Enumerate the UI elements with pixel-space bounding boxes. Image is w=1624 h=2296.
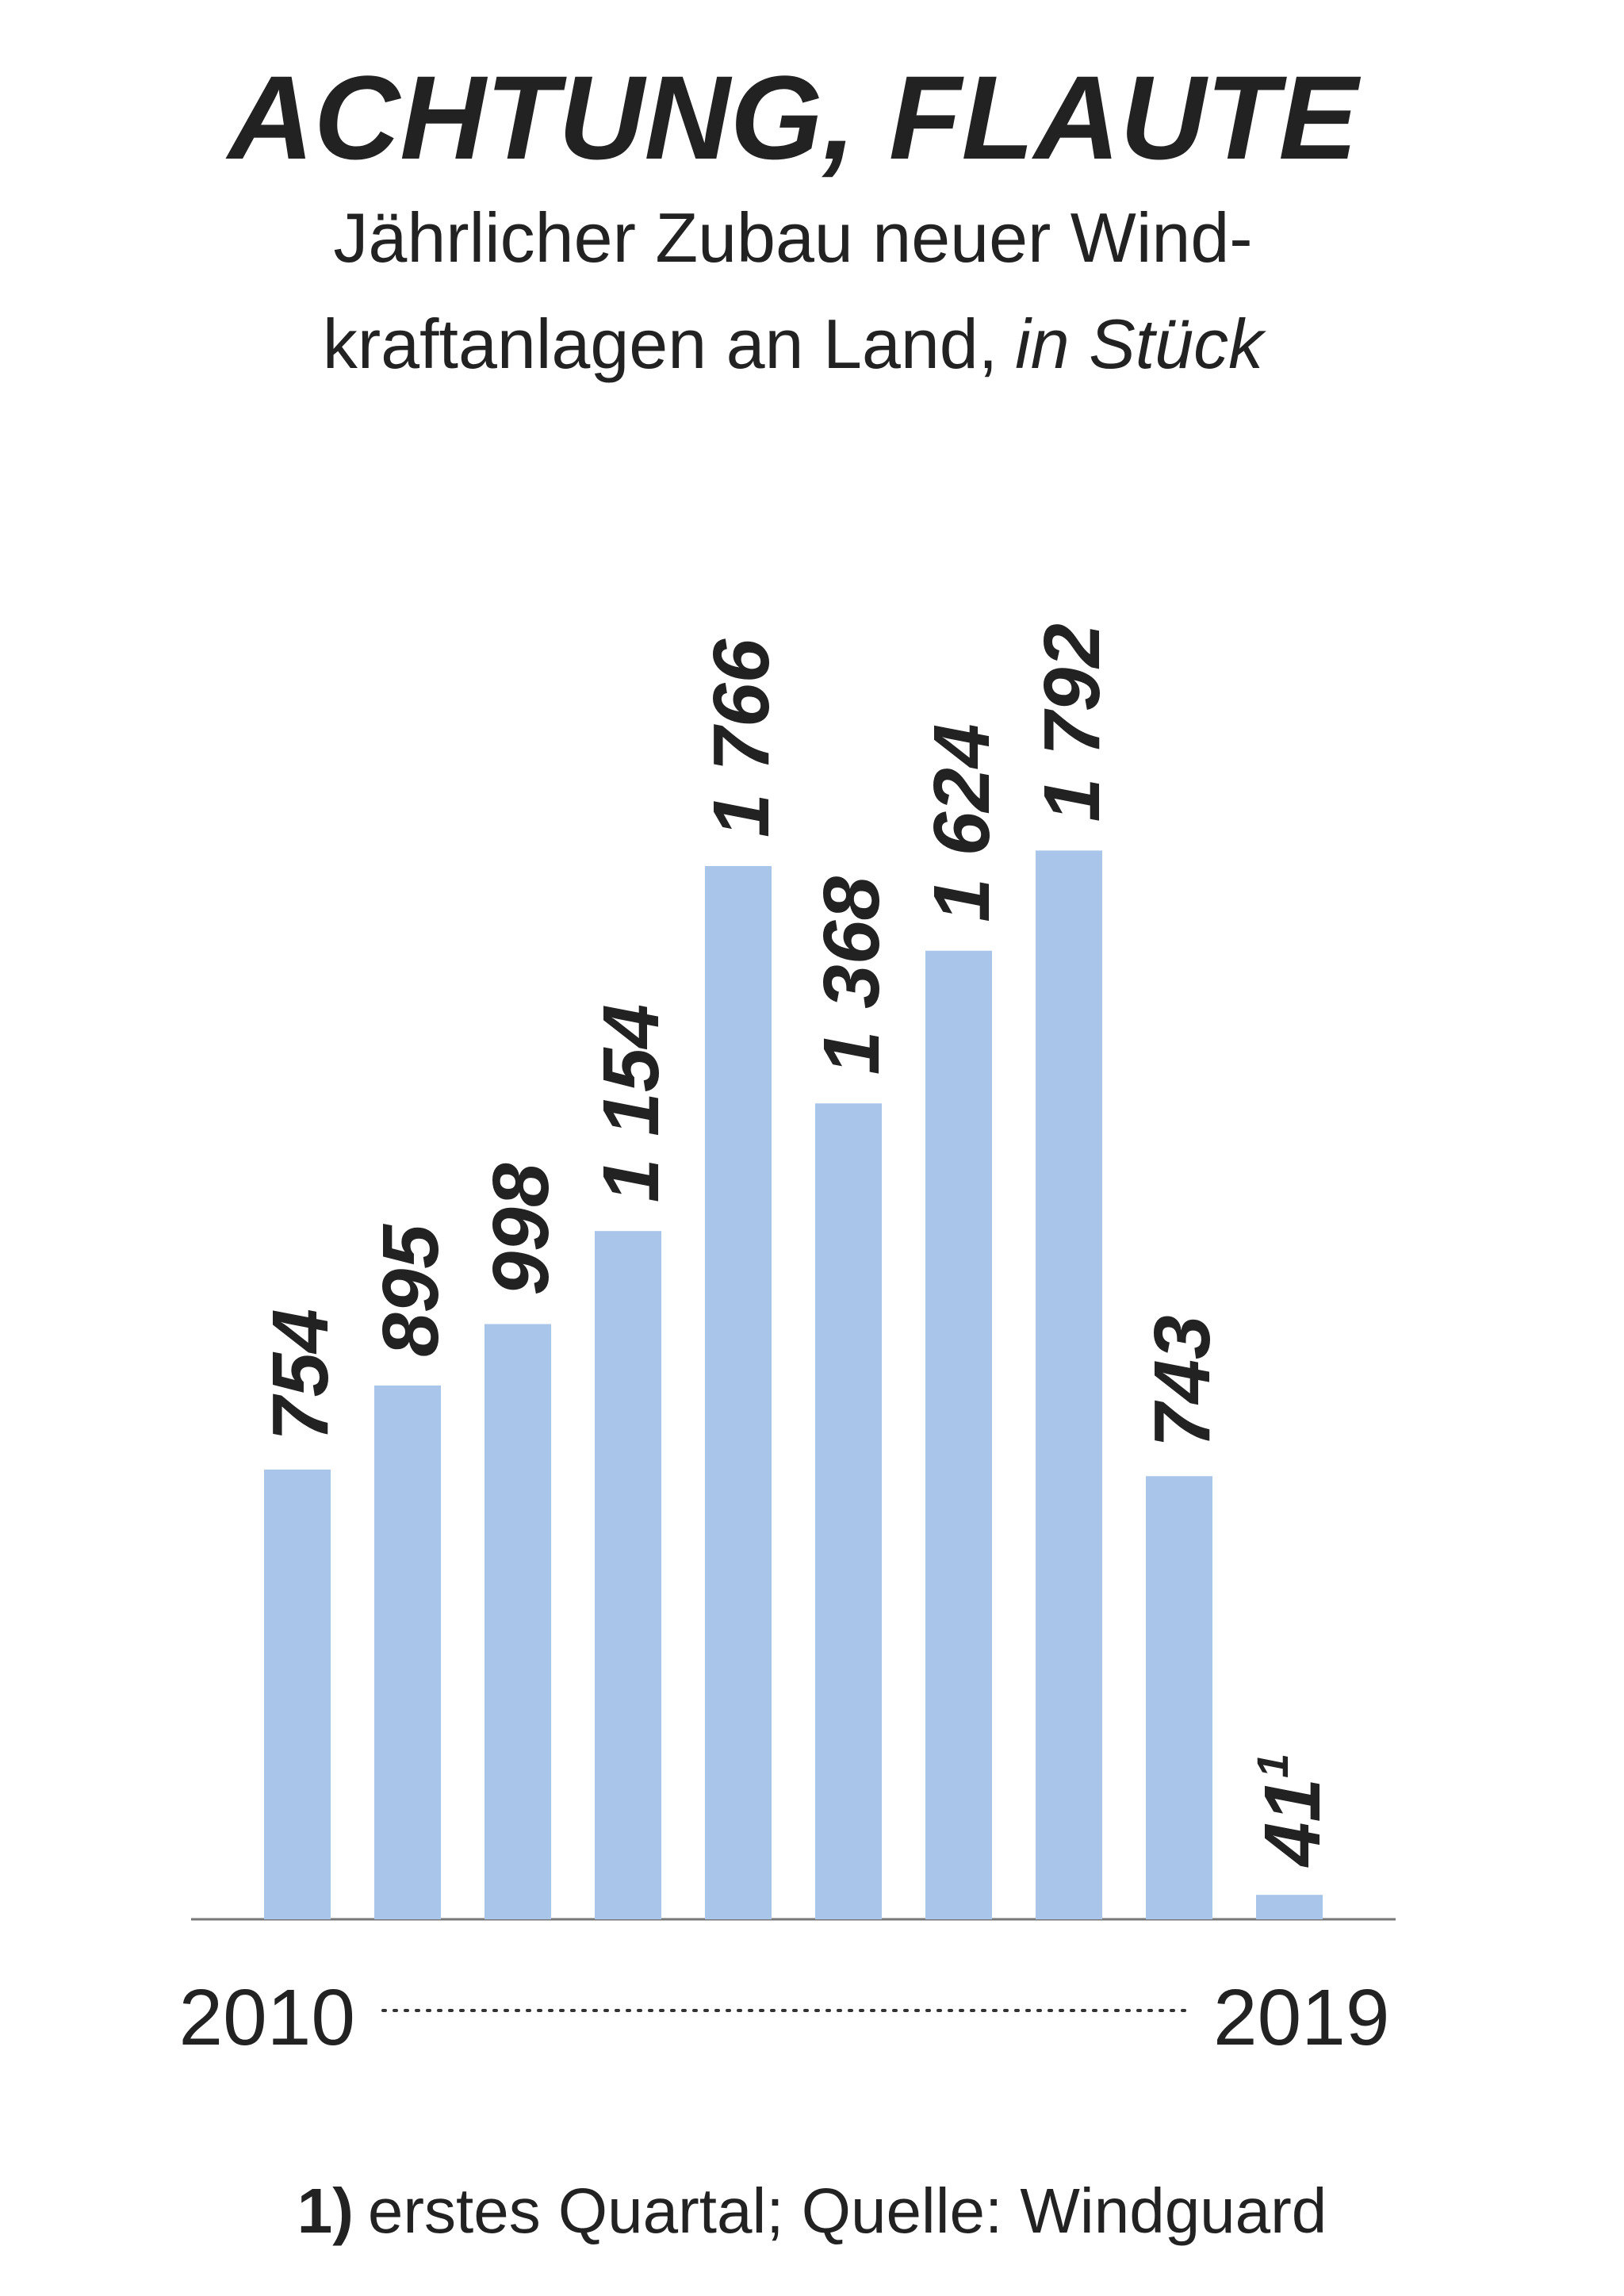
value-label: 754 [256,1309,345,1441]
value-label: 1 766 [697,638,786,838]
value-label: 743 [1138,1315,1227,1447]
bar [595,1231,661,1919]
bar [485,1324,551,1919]
bar [374,1385,441,1919]
bar [925,950,992,1919]
bar [1036,850,1102,1919]
subtitle: Jährlicher Zubau neuer Wind- [333,198,1252,277]
subtitle: kraftanlagen an Land, in Stück [323,305,1266,383]
footnote: 1) erstes Quartal; Quelle: Windguard [297,2175,1327,2246]
unit: in Stück [1015,305,1266,383]
bar [1146,1476,1212,1919]
footnote-marker: 1) [297,2175,354,2246]
value-label: 743 [1138,1315,1227,1447]
value-label: 41 [1248,1778,1337,1868]
bar [264,1469,331,1919]
x-tick-label: 2019 [1213,1973,1389,2062]
value-label: 411 [1247,1754,1337,1868]
value-label: 895 [366,1224,455,1357]
bar [815,1103,882,1919]
footnote-text: erstes Quartal; Quelle: Windguard [368,2175,1327,2246]
value-label: 1 624 [917,724,1006,922]
subtitle: kraftanlagen an Land, [323,305,998,383]
x-tick-label: 2010 [179,1973,355,2062]
value-label: 1 766 [697,638,786,838]
bar [705,865,772,1919]
value-label: 895 [366,1224,455,1357]
value-label: 1 792 [1028,623,1116,822]
value-label: 1 368 [807,876,896,1075]
value-label: 1 368 [807,876,896,1075]
value-label: 1 624 [917,724,1006,922]
value-label: 754 [256,1309,345,1441]
value-label: 1 154 [587,1004,676,1202]
footnote-marker: 1 [1247,1754,1297,1778]
value-label: 1 154 [587,1004,676,1202]
value-label: 1 792 [1028,623,1116,822]
value-label: 998 [477,1163,565,1295]
chart-title: ACHTUNG, FLAUTE [225,51,1362,184]
value-label: 998 [477,1163,565,1295]
bar [1256,1895,1323,1919]
